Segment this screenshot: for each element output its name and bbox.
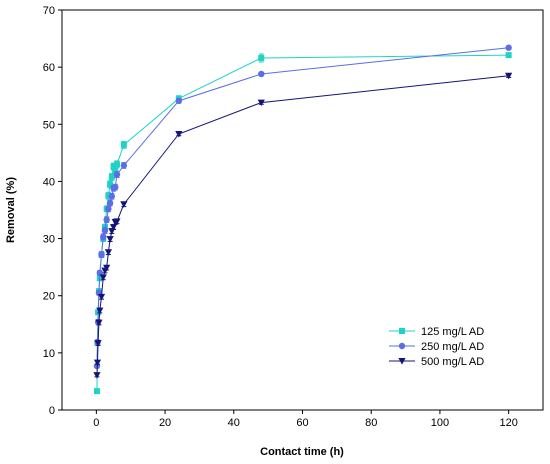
y-tick-label: 40	[43, 176, 55, 188]
data-point	[110, 163, 117, 170]
data-point	[100, 233, 107, 241]
x-tick-label: 0	[93, 417, 99, 429]
data-point	[120, 201, 128, 208]
series-2	[93, 44, 512, 370]
data-point	[104, 249, 112, 256]
x-tick-label: 60	[296, 417, 308, 429]
data-point	[97, 293, 106, 301]
series-line	[96, 47, 509, 367]
data-point	[175, 97, 183, 105]
data-point	[108, 193, 116, 200]
legend-label: 250 mg/L AD	[421, 341, 484, 353]
legend-marker	[398, 342, 406, 350]
data-point	[107, 181, 114, 188]
data-point	[505, 44, 512, 51]
data-point	[95, 319, 103, 327]
data-point	[175, 131, 183, 138]
data-point	[505, 72, 513, 80]
x-tick-label: 80	[365, 417, 377, 429]
data-point	[113, 161, 120, 168]
data-point	[120, 141, 127, 148]
y-tick-label: 20	[43, 291, 55, 303]
x-tick-label: 20	[159, 417, 171, 429]
data-point	[257, 99, 265, 107]
data-point	[109, 224, 118, 231]
series-layer	[93, 44, 513, 395]
x-tick-label: 120	[499, 417, 517, 429]
legend-marker	[398, 358, 406, 365]
data-point	[96, 307, 104, 315]
x-tick-label: 100	[431, 417, 449, 429]
y-tick-label: 0	[49, 405, 55, 417]
data-point	[112, 167, 119, 174]
data-point	[103, 264, 111, 272]
series-3	[93, 72, 513, 379]
data-point	[106, 236, 114, 243]
data-point	[113, 218, 121, 226]
data-point	[113, 171, 121, 178]
data-point	[93, 372, 101, 379]
data-point	[108, 173, 115, 180]
data-point	[94, 340, 102, 347]
legend-marker	[399, 328, 405, 334]
data-point	[103, 216, 110, 223]
legend: 125 mg/L AD 250 mg/L AD 500 mg/L AD	[389, 326, 484, 368]
data-point	[258, 70, 265, 78]
y-tick-label: 50	[43, 119, 55, 131]
x-tick-label: 40	[228, 417, 240, 429]
data-point	[93, 388, 100, 395]
data-point	[93, 359, 102, 367]
y-tick-label: 70	[43, 5, 55, 17]
legend-label: 500 mg/L AD	[421, 356, 484, 368]
data-point	[98, 251, 105, 258]
x-axis-title: Contact time (h)	[260, 446, 344, 458]
y-tick-label: 60	[43, 62, 55, 74]
y-tick-label: 30	[43, 234, 55, 246]
data-point	[99, 274, 107, 282]
data-point	[258, 55, 265, 61]
data-point	[105, 205, 112, 213]
data-point	[120, 162, 128, 169]
data-point	[505, 52, 512, 59]
ticks-layer: 0 20 40 60 80 100 120 0 10 20 30 40 50 60 70	[43, 5, 518, 429]
data-point	[101, 227, 109, 234]
y-axis-title: Removal (%)	[5, 177, 17, 243]
data-point	[106, 199, 114, 207]
data-point	[112, 183, 119, 191]
legend-label: 125 mg/L AD	[421, 326, 484, 338]
data-point	[101, 224, 108, 231]
data-point	[105, 192, 112, 199]
y-tick-label: 10	[43, 348, 55, 360]
